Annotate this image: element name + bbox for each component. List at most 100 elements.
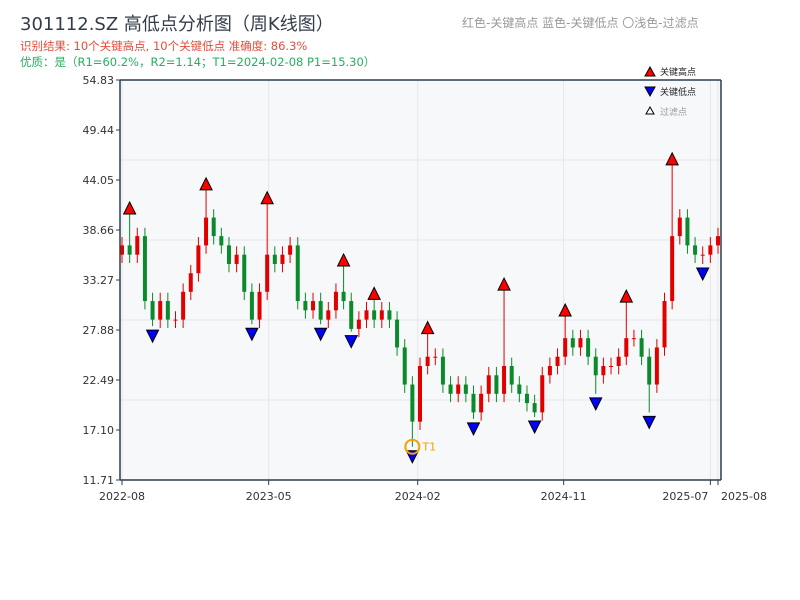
legend-low-label: 关键低点 [660, 86, 696, 98]
candle-body [540, 375, 545, 413]
candle-body [716, 236, 720, 246]
x-tick-label: 2024-02 [395, 490, 441, 503]
candle-body [356, 319, 361, 329]
candle-body [295, 245, 300, 302]
legend: 关键高点 关键低点 过滤点 [644, 65, 696, 118]
key-low-marker [588, 397, 603, 411]
quality-summary: 优质：是（R1=60.2%，R2=1.14；T1=2024-02-08 P1=1… [20, 55, 376, 69]
y-tick-label: 22.49 [83, 374, 115, 387]
key-high-marker [199, 176, 213, 191]
candle-body [402, 347, 407, 385]
key-high-marker [665, 151, 679, 166]
color-note: 红色-关键高点 蓝色-关键低点 〇浅色-过滤点 [462, 16, 699, 30]
candle-body [150, 301, 155, 320]
key-high-marker [122, 200, 137, 215]
y-tick-label: 49.44 [83, 124, 115, 137]
candle-body [654, 347, 659, 385]
key-low-marker [313, 327, 328, 342]
candle-body [333, 291, 338, 311]
legend-high-label: 关键高点 [660, 66, 696, 78]
key-low-marker [642, 415, 657, 430]
candle-body [395, 319, 400, 348]
candle-body [272, 254, 277, 264]
x-tick-label: 2025-08 [721, 490, 767, 503]
candle-body [242, 254, 247, 292]
candle-body [440, 356, 445, 385]
candle-body [624, 338, 629, 357]
candle-body [486, 375, 491, 394]
candle-body [639, 338, 644, 357]
candle-body [601, 365, 606, 376]
t1-label: T1 [421, 441, 436, 454]
candle-body [463, 384, 468, 394]
y-tick-label: 33.27 [83, 274, 115, 287]
candle-body [165, 301, 170, 320]
candle-body [456, 384, 461, 394]
chart-title: 301112.SZ 高低点分析图（周K线图） [20, 14, 334, 35]
candle-body [563, 338, 568, 357]
candle-body [616, 356, 621, 366]
candle-body [234, 254, 239, 264]
candle-body [341, 291, 346, 302]
candle-body [372, 310, 377, 320]
key-high-marker [558, 302, 572, 317]
y-tick-label: 17.10 [83, 424, 115, 437]
candle-body [181, 291, 186, 320]
candle-body [685, 217, 690, 246]
candle-body [700, 254, 705, 256]
key-high-marker [619, 289, 634, 303]
candle-body [517, 384, 522, 394]
legend-filtered-label: 过滤点 [660, 106, 687, 118]
candle-body [494, 375, 499, 394]
candle-body [593, 356, 598, 376]
candle-body [677, 217, 682, 237]
y-tick-label: 54.83 [83, 74, 115, 87]
candle-body [448, 384, 453, 394]
candle-body [364, 310, 369, 320]
candle-body [532, 403, 537, 413]
candle-body [303, 301, 308, 311]
key-high-marker [420, 320, 435, 335]
candle-body [326, 310, 331, 320]
candle-body [425, 356, 430, 366]
candle-body [708, 245, 713, 255]
candle-body [257, 291, 262, 320]
candle-body [410, 384, 415, 422]
candle-body [196, 245, 201, 274]
candle-body [547, 365, 552, 376]
candle-body [120, 245, 124, 255]
candle-body [387, 310, 392, 320]
legend-low-icon [644, 86, 656, 98]
candle-body [211, 217, 216, 237]
y-tick-label: 11.71 [83, 474, 115, 487]
y-tick-label: 44.05 [83, 174, 115, 187]
y-tick-label: 27.88 [83, 324, 115, 337]
key-high-marker [367, 286, 381, 300]
key-low-marker [695, 267, 710, 282]
candle-body [609, 365, 614, 367]
result-summary: 识别结果: 10个关键高点, 10个关键低点 准确度: 86.3% [20, 39, 308, 53]
candle-body [502, 365, 507, 394]
candle-body [670, 236, 675, 302]
candle-body [288, 245, 293, 255]
candle-body [662, 301, 667, 348]
candle-body [158, 301, 163, 320]
candle-body [311, 301, 316, 311]
t1-marker [404, 438, 421, 455]
candle-body [418, 365, 422, 422]
key-high-marker [336, 252, 351, 267]
candle-body [471, 393, 476, 413]
x-tick-label: 2024-11 [541, 490, 587, 503]
key-low-marker [527, 420, 542, 435]
candle-body [578, 338, 583, 348]
candle-body [173, 319, 178, 321]
candle-body [586, 338, 591, 357]
candle-body [265, 254, 270, 292]
candle-body [631, 338, 636, 340]
candle-body [142, 236, 147, 302]
legend-filtered-icon [645, 105, 655, 115]
candle-body [204, 217, 209, 246]
x-tick-label: 2023-05 [246, 490, 292, 503]
candle-body [226, 245, 231, 264]
x-tick-label: 2022-08 [99, 490, 145, 503]
